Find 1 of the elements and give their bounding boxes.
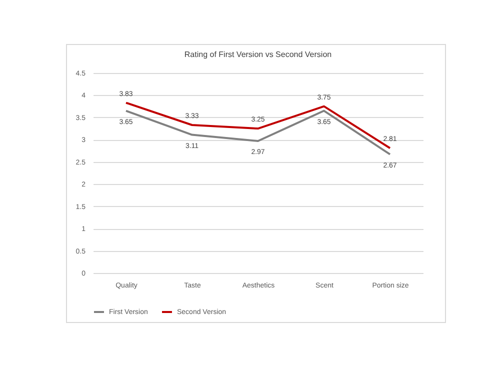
chart-title: Rating of First Version vs Second Version <box>184 50 332 59</box>
